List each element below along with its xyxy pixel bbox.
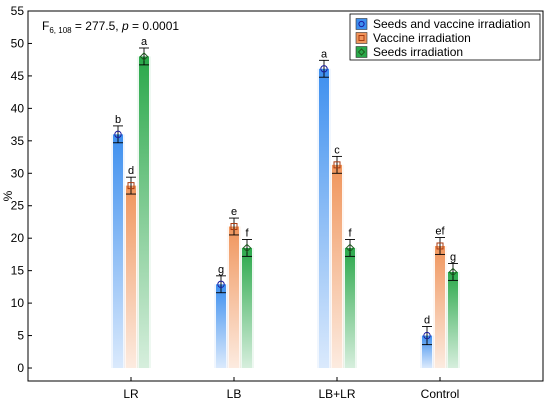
- y-tick-label: 30: [11, 166, 25, 180]
- legend-marker: [358, 35, 365, 41]
- legend-swatch-vaccine-irradiation: [355, 32, 368, 44]
- significance-label: d: [128, 165, 134, 177]
- bar-seeds-and-vaccine-irradiation-lb: [216, 284, 226, 369]
- bar-vaccine-irradiation-control: [435, 245, 445, 369]
- point-marker: [242, 243, 252, 253]
- significance-label: ef: [435, 226, 445, 238]
- y-tick-label: 55: [11, 4, 25, 18]
- point-marker: [423, 331, 431, 340]
- y-tick-label: 35: [11, 134, 25, 148]
- significance-label: a: [141, 36, 148, 48]
- y-axis-label: %: [1, 190, 15, 201]
- stat-p-value: = 0.0001: [129, 19, 180, 33]
- y-tick-label: 5: [17, 329, 24, 343]
- point-marker: [114, 130, 122, 139]
- legend-label-vaccine-irradiation: Vaccine irradiation: [373, 31, 471, 45]
- y-tick-label: 50: [11, 36, 25, 50]
- stat-p-symbol: p: [121, 19, 129, 33]
- legend-label-seeds-and-vaccine-irradiation: Seeds and vaccine irradiation: [373, 17, 530, 31]
- legend-swatch-seeds-irradiation: [355, 46, 368, 58]
- y-tick-label: 40: [11, 101, 25, 115]
- y-axis: 0 5 10 15 20 25 30 35 40 45 50 55: [11, 4, 32, 375]
- y-tick-label: 25: [11, 199, 25, 213]
- significance-label: f: [245, 227, 249, 239]
- x-axis: LR LB LB+LR Control: [123, 377, 459, 401]
- bar-vaccine-irradiation-lb: [229, 226, 239, 369]
- significance-label: e: [231, 206, 237, 218]
- stat-f-df: 6, 108: [49, 26, 72, 35]
- point-marker: [127, 182, 135, 190]
- x-tick-label-lb: LB: [227, 387, 242, 401]
- y-tick-label: 45: [11, 69, 25, 83]
- point-marker: [217, 280, 225, 288]
- stat-annotation: F6, 108 = 277.5, p = 0.0001: [42, 19, 179, 35]
- significance-label: g: [218, 264, 224, 276]
- legend-box: [349, 13, 541, 61]
- bar-seeds-and-vaccine-irradiation-lb-lr: [319, 68, 329, 369]
- stat-f-symbol: F: [42, 19, 49, 33]
- significance-label: b: [115, 114, 121, 126]
- plot-frame: [27, 10, 544, 382]
- y-tick-label: 20: [11, 231, 25, 245]
- legend-label-seeds-irradiation: Seeds irradiation: [373, 45, 463, 59]
- significance-label: a: [321, 48, 328, 60]
- bar-seeds-irradiation-control: [448, 271, 458, 369]
- bar-vaccine-irradiation-lr: [126, 185, 136, 369]
- point-marker: [139, 52, 149, 61]
- bar-seeds-irradiation-lb-lr: [345, 247, 355, 369]
- bar-seeds-irradiation-lb: [242, 247, 252, 369]
- point-marker: [320, 65, 328, 73]
- stat-f-value: = 277.5,: [72, 19, 122, 33]
- x-tick-label-control: Control: [421, 387, 460, 401]
- significance-label: f: [348, 227, 352, 239]
- bars-layer: [111, 56, 460, 369]
- bar-seeds-irradiation-lr: [139, 56, 149, 369]
- significance-label: d: [424, 314, 430, 326]
- point-marker: [448, 267, 458, 277]
- x-tick-label-lr: LR: [123, 387, 139, 401]
- significance-label: c: [334, 144, 340, 156]
- error-bars-layer: [113, 47, 458, 346]
- point-marker: [230, 223, 238, 231]
- point-marker: [333, 161, 341, 169]
- bar-seeds-and-vaccine-irradiation-lr: [113, 134, 123, 369]
- significance-label: g: [450, 252, 456, 264]
- x-tick-label-lb-lr: LB+LR: [318, 387, 355, 401]
- bar-seeds-and-vaccine-irradiation-control: [422, 335, 432, 369]
- legend-swatch-seeds-and-vaccine-irradiation: [355, 18, 368, 30]
- point-marker: [436, 242, 444, 250]
- legend-marker: [358, 20, 365, 28]
- y-tick-label: 10: [11, 296, 25, 310]
- legend-marker: [357, 48, 366, 56]
- y-tick-label: 0: [17, 361, 24, 375]
- bar-vaccine-irradiation-lb-lr: [332, 164, 342, 369]
- point-marker: [345, 243, 355, 253]
- y-tick-label: 15: [11, 264, 25, 278]
